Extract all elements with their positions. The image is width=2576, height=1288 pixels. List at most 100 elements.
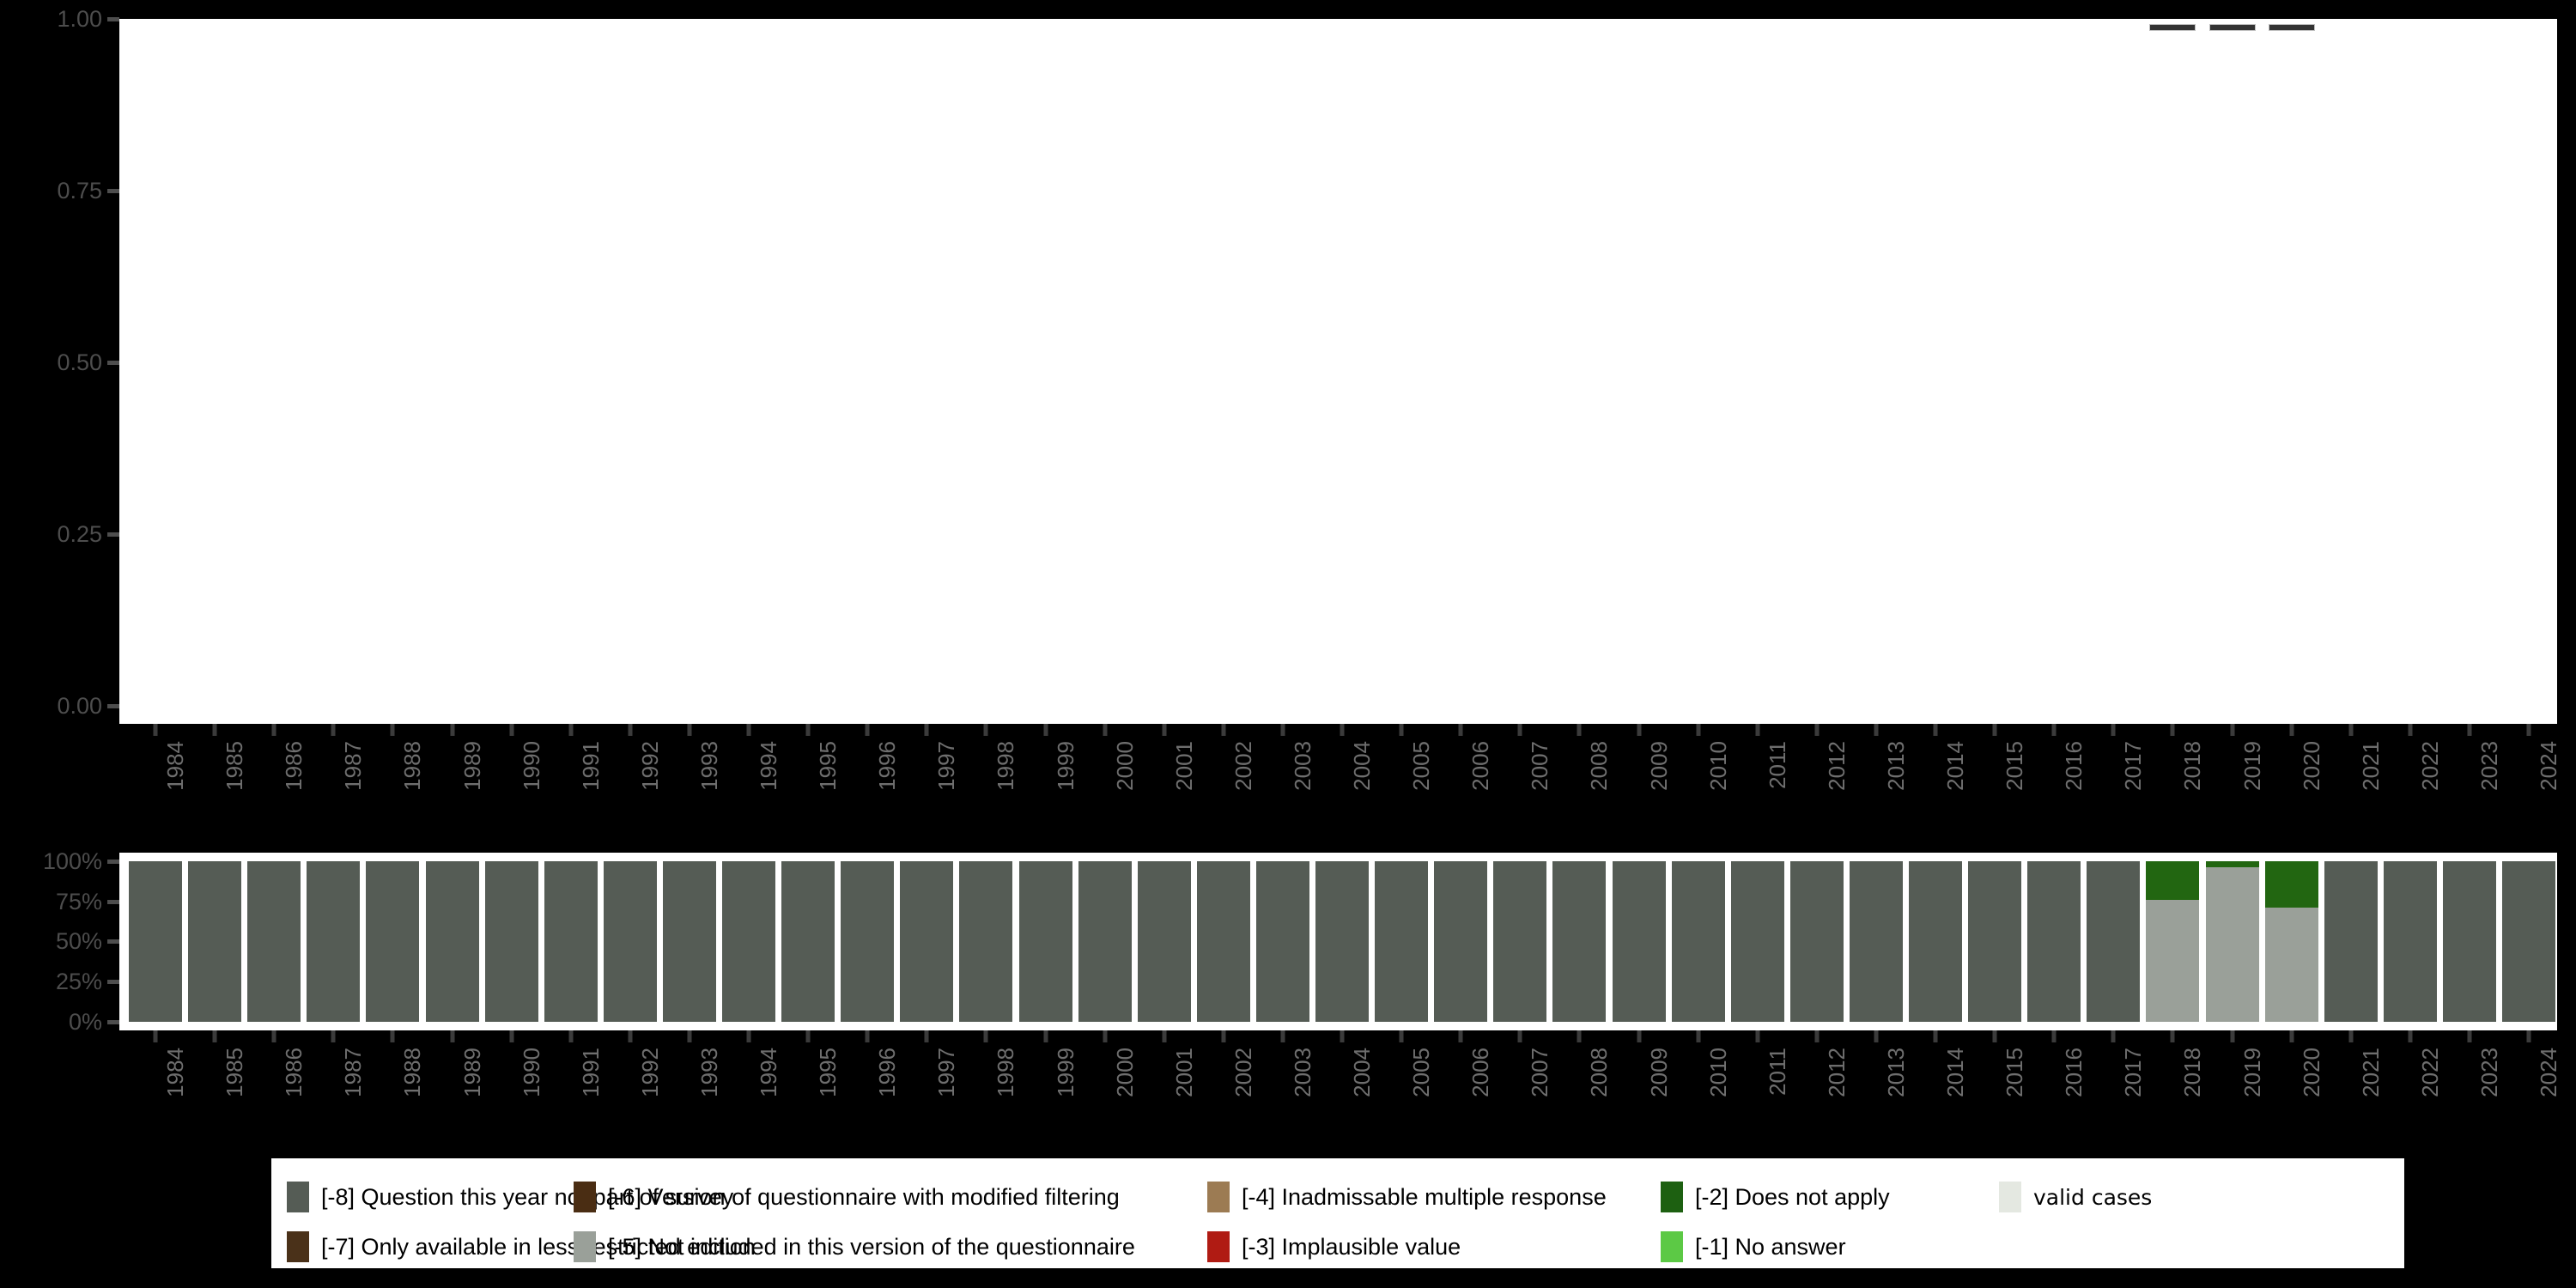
x-axis-tick <box>1755 1030 1760 1042</box>
bar-column[interactable] <box>188 861 242 1022</box>
legend-item[interactable]: [-5] Not included in this version of the… <box>574 1227 1135 1267</box>
x-axis-tick <box>1933 724 1938 736</box>
x-axis-label: 2012 <box>1823 1048 1850 1097</box>
bar-column[interactable] <box>1789 861 1844 1022</box>
x-axis-label: 2001 <box>1170 741 1197 791</box>
x-axis-tick <box>2467 1030 2472 1042</box>
top-y-tick-mark <box>107 532 119 537</box>
x-axis-label: 2002 <box>1230 1048 1256 1097</box>
bar-column[interactable] <box>2146 861 2200 1022</box>
bar-column[interactable] <box>1671 861 1725 1022</box>
x-axis-label: 2005 <box>1408 741 1435 791</box>
legend-item[interactable]: [-6] Version of questionnaire with modif… <box>574 1177 1120 1217</box>
bar-column[interactable] <box>1434 861 1488 1022</box>
bar-column[interactable] <box>1078 861 1132 1022</box>
bar-column[interactable] <box>129 861 182 1022</box>
x-axis-label: 2000 <box>1111 741 1138 791</box>
bar-segment <box>247 861 301 1022</box>
top-y-tick-label: 1.00 <box>57 6 102 32</box>
bar-column[interactable] <box>2324 861 2378 1022</box>
bar-column[interactable] <box>1968 861 2022 1022</box>
bar-column[interactable] <box>841 861 895 1022</box>
bar-column[interactable] <box>544 861 598 1022</box>
bar-column[interactable] <box>2442 861 2496 1022</box>
x-axis-tick <box>450 1030 454 1042</box>
bottom-y-tick: 0% <box>69 1011 119 1034</box>
legend-item[interactable]: [-7] Only available in less restricted e… <box>287 1227 756 1267</box>
x-axis-tick <box>568 724 574 736</box>
bar-column[interactable] <box>1730 861 1784 1022</box>
bar-column[interactable] <box>722 861 775 1022</box>
bar-column[interactable] <box>1315 861 1369 1022</box>
bar-column[interactable] <box>1909 861 1962 1022</box>
top-plot-area <box>119 19 2557 724</box>
x-axis-tick <box>271 724 276 736</box>
bar-column[interactable] <box>2027 861 2081 1022</box>
bar-segment <box>2146 861 2200 900</box>
bar-column[interactable] <box>247 861 301 1022</box>
top-y-tick-label: 0.50 <box>57 349 102 375</box>
x-axis-tick <box>1696 724 1701 736</box>
bar-column[interactable] <box>662 861 716 1022</box>
bar-column[interactable] <box>1552 861 1607 1022</box>
bar-column[interactable] <box>1018 861 1072 1022</box>
x-axis-label: 2018 <box>2179 741 2206 791</box>
bar-column[interactable] <box>484 861 538 1022</box>
bottom-y-axis: 100% 75% 50% 25% 0% <box>0 848 119 1034</box>
bottom-y-tick-label: 100% <box>42 848 102 874</box>
bar-column[interactable] <box>1137 861 1191 1022</box>
legend-color-swatch <box>287 1231 309 1262</box>
bar-column[interactable] <box>1375 861 1429 1022</box>
bar-column[interactable] <box>1255 861 1309 1022</box>
bar-segment <box>188 861 242 1022</box>
legend-item[interactable]: valid cases <box>1999 1177 2152 1217</box>
bar-column[interactable] <box>781 861 835 1022</box>
bar-column[interactable] <box>603 861 657 1022</box>
bottom-y-tick-mark <box>107 980 119 984</box>
bar-segment <box>1612 861 1666 1022</box>
bar-plot-area <box>128 861 2555 1022</box>
legend-item-label: [-5] Not included in this version of the… <box>608 1233 1135 1260</box>
bar-column[interactable] <box>1849 861 1903 1022</box>
bar-column[interactable] <box>900 861 954 1022</box>
x-axis-tick <box>1458 1030 1463 1042</box>
bar-segment <box>484 861 538 1022</box>
x-axis-tick <box>746 724 751 736</box>
bar-column[interactable] <box>307 861 361 1022</box>
legend-item[interactable]: [-3] Implausible value <box>1207 1227 1461 1267</box>
x-axis-tick <box>983 724 988 736</box>
x-axis-tick <box>1933 1030 1938 1042</box>
bar-column[interactable] <box>1493 861 1547 1022</box>
top-y-tick-mark <box>107 17 119 21</box>
bar-segment <box>1909 861 1962 1022</box>
x-axis-tick <box>687 724 692 736</box>
x-axis-tick <box>1280 724 1285 736</box>
x-axis-label: 1997 <box>933 741 960 791</box>
legend-item[interactable]: [-8] Question this year not part of surv… <box>287 1177 733 1217</box>
bar-column[interactable] <box>425 861 479 1022</box>
bar-segment <box>2205 867 2259 1022</box>
x-axis-label: 1992 <box>636 1048 663 1097</box>
x-axis-label: 1984 <box>162 1048 188 1097</box>
legend-item[interactable]: [-4] Inadmissable multiple response <box>1207 1177 1607 1217</box>
legend-color-swatch <box>1207 1182 1230 1212</box>
x-axis-tick <box>331 724 336 736</box>
legend-item[interactable]: [-2] Does not apply <box>1661 1177 1890 1217</box>
bar-segment <box>722 861 775 1022</box>
legend-item[interactable]: [-1] No answer <box>1661 1227 1846 1267</box>
x-axis-label: 2002 <box>1230 741 1256 791</box>
x-axis-tick <box>2289 1030 2294 1042</box>
bar-column[interactable] <box>2264 861 2318 1022</box>
bar-column[interactable] <box>2205 861 2259 1022</box>
x-axis-label: 2022 <box>2416 741 2443 791</box>
bottom-y-tick-mark <box>107 1020 119 1024</box>
x-axis-label: 2011 <box>1764 741 1790 789</box>
bar-column[interactable] <box>366 861 420 1022</box>
bar-column[interactable] <box>1612 861 1666 1022</box>
bar-column[interactable] <box>2502 861 2555 1022</box>
bar-column[interactable] <box>959 861 1013 1022</box>
bar-column[interactable] <box>1196 861 1250 1022</box>
bar-column[interactable] <box>2087 861 2141 1022</box>
bar-segment <box>1493 861 1547 1022</box>
bar-column[interactable] <box>2383 861 2437 1022</box>
